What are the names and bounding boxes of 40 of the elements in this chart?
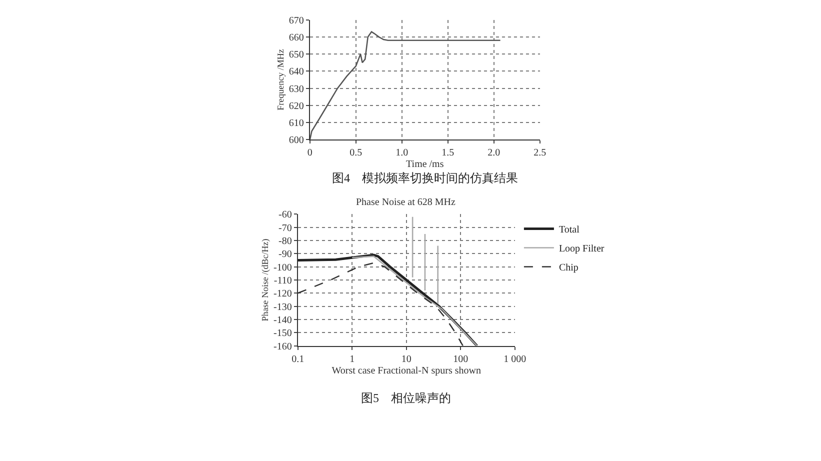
legend-label: Total	[558, 224, 580, 236]
y-tick-label: 660	[288, 32, 304, 44]
x-tick-label: 1.0	[396, 148, 408, 159]
x-tick-label: 100	[453, 354, 468, 365]
x-tick-label: 2.5	[534, 148, 546, 159]
x-axis-title: Time /ms	[406, 159, 444, 170]
x-axis-title: Worst case Fractional-N spurs shown	[332, 365, 481, 376]
y-tick-label: 620	[288, 100, 304, 112]
y-tick-label: -90	[278, 249, 292, 260]
x-tick-label: 1 000	[504, 354, 526, 365]
y-tick-label: 650	[288, 50, 304, 61]
y-tick-label: -120	[274, 288, 292, 300]
legend-label: Loop Filter	[558, 244, 605, 255]
y-tick-label: -110	[274, 276, 292, 287]
y-tick-label: 670	[288, 15, 304, 26]
y-tick-label: -160	[274, 341, 292, 352]
y-tick-label: 600	[288, 135, 304, 146]
x-tick-label: 1	[350, 354, 355, 365]
chart-title: Phase Noise at 628 MHz	[356, 197, 456, 208]
y-tick-label: -130	[274, 302, 292, 313]
caption: 图4 模拟频率切换时间的仿真结果	[332, 171, 518, 185]
x-tick-label: 10	[401, 354, 412, 365]
y-tick-label: -80	[278, 236, 292, 248]
x-tick-label: 1.5	[442, 148, 454, 159]
y-tick-label: 640	[288, 66, 304, 78]
legend-label: Chip	[558, 262, 578, 274]
y-axis-title: Frequency /MHz	[275, 49, 286, 110]
y-tick-label: -100	[274, 262, 292, 274]
x-tick-label: 0.1	[292, 354, 304, 365]
y-axis-title: Phase Noise /(dBc/Hz)	[260, 238, 270, 322]
x-tick-label: 0	[307, 148, 312, 159]
x-tick-label: 2.0	[488, 148, 500, 159]
y-tick-label: -150	[274, 328, 292, 340]
caption: 图5 相位噪声的	[361, 391, 451, 405]
y-tick-label: -60	[278, 210, 292, 221]
y-tick-label: -140	[274, 314, 292, 326]
y-tick-label: 610	[288, 118, 304, 130]
y-tick-label: -70	[278, 222, 292, 234]
x-tick-label: 0.5	[350, 148, 362, 159]
y-tick-label: 630	[288, 84, 304, 95]
